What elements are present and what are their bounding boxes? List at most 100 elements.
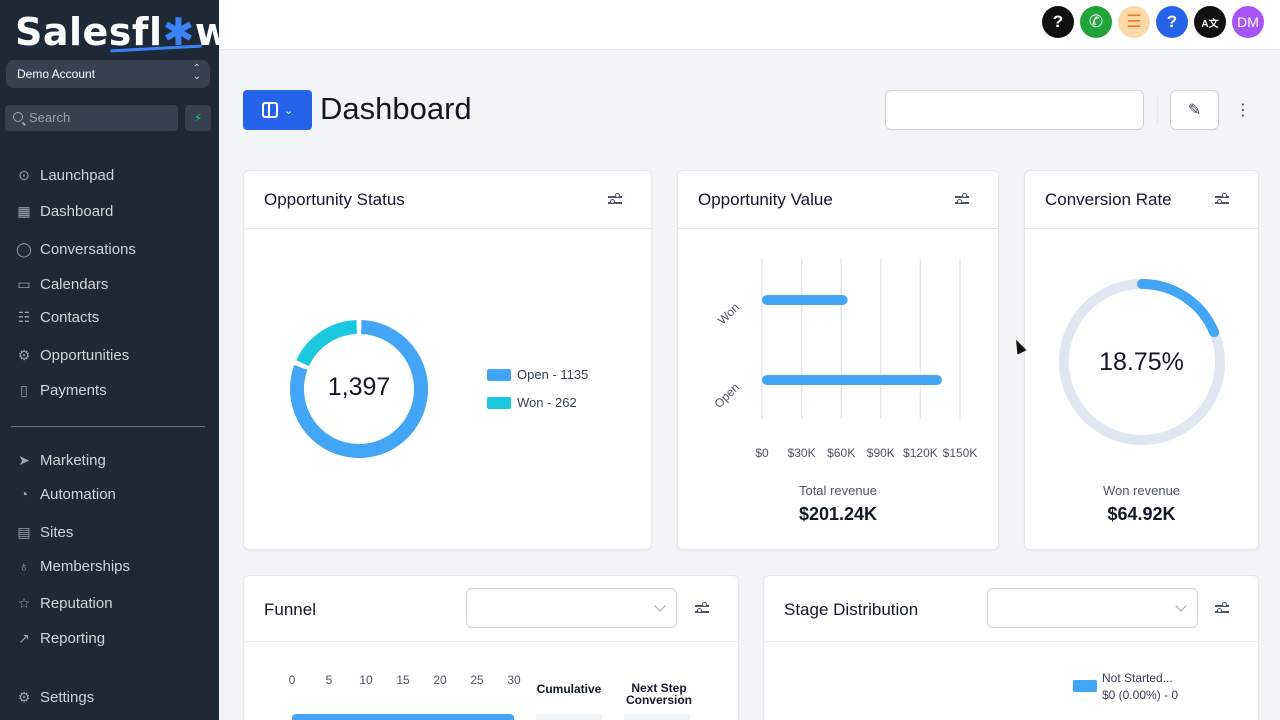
sidebar-item-launchpad[interactable]: ⊙ Launchpad [15, 162, 114, 188]
legend-item-not-started[interactable]: Not Started... $0 (0.00%) - 0 [1102, 670, 1178, 704]
opportunity-status-card: Opportunity Status 1,397 Open - 1135 Won… [243, 170, 652, 550]
top-bar: ? ✆ ☰ ? A文 DM [219, 0, 1280, 50]
payments-icon: ▯ [20, 381, 28, 398]
search-placeholder: Search [29, 110, 71, 125]
quick-action-button[interactable]: ⚡ [185, 105, 211, 131]
donut-slice-open [290, 320, 428, 458]
memberships-icon: ♁ [18, 558, 30, 574]
sidebar-item-sites[interactable]: ▤ Sites [15, 519, 73, 545]
x-tick-label: 5 [326, 673, 333, 687]
user-avatar[interactable]: DM [1232, 6, 1264, 38]
sidebar-item-label: Settings [40, 688, 95, 706]
x-tick-label: $120K [903, 446, 938, 460]
chevron-down-icon: ⌄ [283, 104, 294, 117]
funnel-bar[interactable] [292, 714, 514, 720]
search-icon [13, 112, 23, 122]
sidebar-item-label: Sites [40, 523, 74, 541]
sidebar-item-contacts[interactable]: ☷ Contacts [15, 304, 99, 330]
opportunity-value-bar-chart: $0 $30K $60K $90K $120K $150K Won Open [711, 259, 977, 460]
conversion-rate-card: Conversion Rate 18.75% Won revenue $64.9… [1024, 170, 1259, 550]
logo[interactable]: Salesfl✱w [15, 10, 231, 54]
translate-button[interactable]: A文 [1194, 6, 1226, 38]
funnel-chart: 0 5 10 15 20 25 30 [289, 673, 521, 720]
sidebar-item-payments[interactable]: ▯ Payments [15, 377, 107, 403]
more-options-button[interactable]: ⋮ [1234, 100, 1252, 120]
legend-item-won[interactable]: Won - 262 [487, 395, 577, 410]
x-tick-label: 20 [433, 673, 447, 687]
sidebar-item-settings[interactable]: ⚙ Settings [15, 684, 94, 710]
sidebar: Salesfl✱w Demo Account ⌃ ⌄ Search ⚡ ⊙ Laun… [0, 0, 230, 720]
sidebar-item-memberships[interactable]: ♁ Memberships [15, 553, 130, 579]
funnel-select[interactable] [466, 588, 677, 628]
card-separator [244, 228, 651, 229]
x-tick-label: $30K [788, 446, 816, 460]
sidebar-item-dashboard[interactable]: ▦ Dashboard [15, 198, 113, 224]
filter-icon[interactable] [1215, 602, 1231, 616]
sites-icon: ▤ [17, 523, 31, 540]
search-input[interactable]: Search [5, 105, 178, 131]
avatar-initials: DM [1237, 14, 1259, 30]
automation-icon: ◔ [19, 486, 29, 502]
funnel-card: Funnel 0 5 10 15 20 25 30 Cumulative Next Step… [243, 575, 739, 720]
dashboard-switcher-button[interactable]: ⌄ [243, 90, 312, 130]
rocket-icon: ⊙ [18, 166, 30, 183]
y-category-label: Won [715, 300, 742, 327]
help-button[interactable]: ? [1042, 6, 1074, 38]
card-title: Opportunity Value [698, 190, 833, 209]
next-step-header-line2: Conversion [625, 693, 692, 707]
total-revenue-value: $201.24K [798, 504, 878, 524]
sidebar-item-label: Reputation [40, 594, 113, 612]
filter-icon[interactable] [955, 193, 971, 207]
opportunity-value-card: Opportunity Value $0 $30K $60K $90K $120K $15… [677, 170, 999, 550]
bar-open[interactable] [762, 375, 942, 385]
opportunities-icon: ⚙ [17, 346, 31, 363]
dashboard-name-input[interactable] [885, 90, 1144, 130]
sidebar-item-label: Reporting [40, 629, 106, 647]
calendar-icon: ▭ [17, 275, 31, 292]
sidebar-divider [11, 426, 205, 427]
star-icon: ☆ [17, 594, 31, 611]
card-title: Funnel [264, 600, 316, 619]
sidebar-item-label: Calendars [40, 275, 109, 293]
sidebar-item-opportunities[interactable]: ⚙ Opportunities [15, 342, 130, 368]
layout-icon [261, 102, 278, 118]
x-tick-label: 15 [396, 673, 410, 687]
gear-icon: ⚙ [17, 688, 31, 705]
x-tick-label: 10 [359, 673, 373, 687]
filter-icon[interactable] [695, 602, 711, 616]
gauge-fill [1137, 279, 1220, 338]
stage-select[interactable] [987, 588, 1198, 628]
phone-button[interactable]: ✆ [1080, 6, 1112, 38]
sidebar-item-label: Payments [40, 381, 107, 399]
tasks-button[interactable]: ☰ [1118, 6, 1150, 38]
account-switcher[interactable]: Demo Account ⌃ ⌄ [6, 60, 210, 88]
filter-icon[interactable] [608, 193, 624, 207]
bar-won[interactable] [762, 295, 848, 305]
legend-item-open[interactable]: Open - 1135 [487, 367, 588, 382]
x-tick-label: $60K [827, 446, 855, 460]
sidebar-item-automation[interactable]: ◔ Automation [15, 481, 116, 507]
pencil-icon: ✎ [1187, 102, 1202, 119]
won-revenue-label: Won revenue [1102, 483, 1181, 498]
edit-button[interactable]: ✎ [1170, 90, 1219, 130]
chart-line-icon: ↗ [18, 629, 30, 646]
sidebar-item-reputation[interactable]: ☆ Reputation [15, 590, 113, 616]
sidebar-item-calendars[interactable]: ▭ Calendars [15, 271, 108, 297]
next-step-header-line1: Next Step [631, 681, 687, 695]
sidebar-item-conversations[interactable]: ◯ Conversations [15, 236, 136, 262]
card-separator [244, 641, 738, 642]
sidebar-item-marketing[interactable]: ➤ Marketing [15, 447, 106, 473]
chevron-updown-icon: ⌃ ⌄ [192, 63, 201, 82]
bolt-icon: ⚡ [193, 111, 203, 125]
legend-label: Won - 262 [517, 395, 577, 410]
sidebar-item-reporting[interactable]: ↗ Reporting [15, 625, 105, 651]
sidebar-item-label: Contacts [40, 308, 100, 326]
card-separator [764, 641, 1258, 642]
help-icon: ? [1052, 12, 1064, 31]
y-category-label: Open [711, 380, 742, 411]
support-button[interactable]: ? [1156, 6, 1188, 38]
x-tick-label: 30 [507, 673, 521, 687]
filter-icon[interactable] [1215, 193, 1231, 207]
opportunity-total: 1,397 [327, 373, 391, 401]
total-revenue-label: Total revenue [798, 483, 878, 498]
